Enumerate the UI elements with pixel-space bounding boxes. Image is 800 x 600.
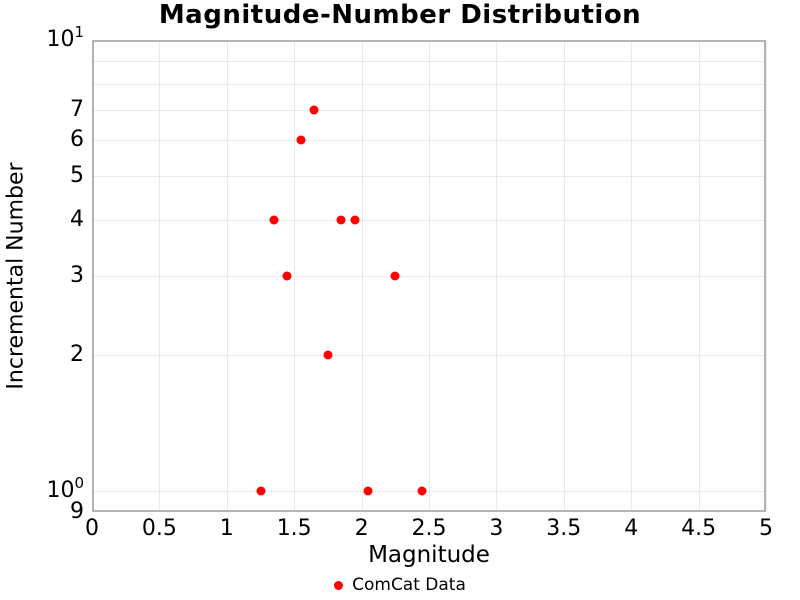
x-tick-label: 2: [354, 516, 369, 541]
data-point: [282, 271, 292, 281]
gridline-y: [92, 83, 766, 85]
data-point: [269, 215, 279, 225]
data-point: [256, 486, 265, 496]
y-tick-label: 2: [70, 342, 84, 368]
data-point: [417, 486, 427, 496]
gridline-y: [92, 109, 766, 111]
y-tick-label: 6: [70, 127, 84, 153]
gridline-x: [766, 40, 767, 512]
y-tick-label-major: 100: [46, 474, 84, 504]
legend: ComCat Data: [0, 575, 800, 595]
data-point: [363, 486, 373, 496]
x-tick-label: 3: [489, 516, 504, 541]
y-tick-label-major: 101: [46, 23, 84, 52]
gridline-y: [92, 60, 766, 62]
chart-title: Magnitude-Number Distribution: [158, 0, 642, 30]
y-tick-label: 4: [70, 206, 84, 232]
gridline-y: [92, 175, 766, 177]
data-point: [350, 215, 360, 225]
legend-label: ComCat Data: [352, 575, 466, 595]
data-point: [323, 350, 333, 360]
x-tick-label: 2.5: [411, 516, 447, 541]
gridline-y: [92, 276, 766, 277]
x-tick-label: 0: [85, 516, 99, 541]
x-tick-label: 5: [759, 516, 773, 541]
x-tick-label: 0.5: [141, 516, 177, 541]
y-axis-label: Incremental Number: [3, 162, 29, 390]
gridline-y: [92, 219, 766, 221]
x-tick-label: 1: [219, 516, 234, 541]
legend-marker-icon: [334, 580, 344, 590]
x-axis-label: Magnitude: [368, 542, 490, 568]
plot-area: 0 0.5 1 1.5 2 2.5 3 3.5 4 4.5 5 101 100 7 6 5 4 3 2 9: [46, 25, 773, 542]
data-point: [309, 105, 319, 115]
y-tick-label: 7: [70, 96, 84, 122]
gridline-y: [92, 140, 766, 142]
x-tick-label: 1.5: [276, 516, 312, 541]
data-point: [336, 215, 346, 225]
y-tick-label: 9: [70, 499, 84, 524]
gridline-y: [92, 355, 766, 357]
data-point: [296, 135, 306, 145]
data-point: [390, 271, 400, 281]
x-tick-label: 4.5: [681, 516, 717, 541]
gridline-y: [92, 491, 766, 493]
x-tick-label: 3.5: [546, 516, 582, 541]
y-tick-label: 5: [70, 162, 84, 188]
y-tick-label: 3: [70, 263, 84, 288]
x-tick-label: 4: [624, 516, 639, 541]
